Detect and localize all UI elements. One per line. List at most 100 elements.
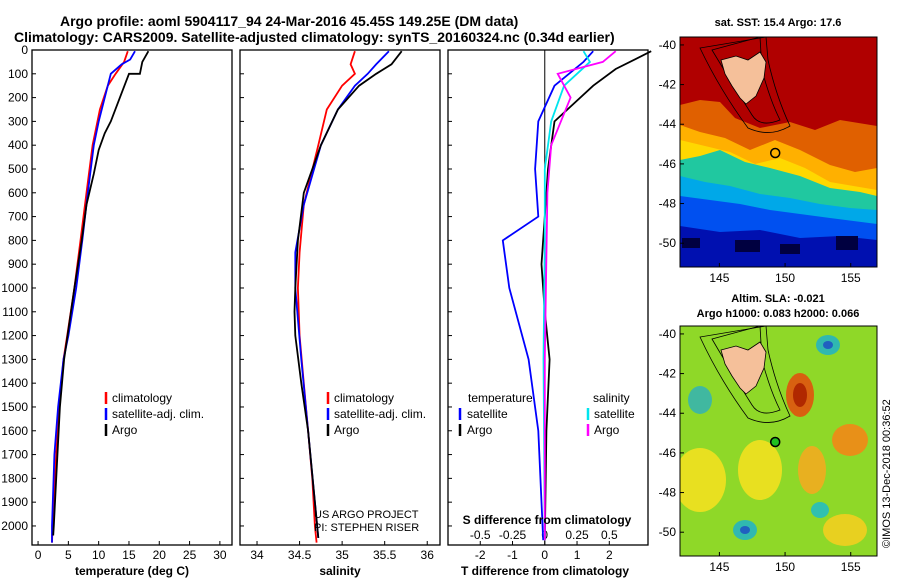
x-tick-label: -1 (507, 548, 518, 562)
legend-label: satellite (594, 407, 635, 421)
temperature-panel-frame (31, 49, 233, 546)
legend-label: Argo (112, 423, 138, 437)
figure-title-line1: Argo profile: aoml 5904117_94 24-Mar-201… (60, 13, 518, 29)
lat-tick-label: -46 (659, 446, 677, 460)
series-line-satellite (501, 50, 594, 541)
credit-project: US ARGO PROJECT (314, 509, 419, 521)
difference-legend: temperature satellite Argo salinity sate… (458, 391, 635, 437)
depth-tick-label: 1500 (1, 400, 28, 414)
sst-map (680, 37, 877, 267)
lon-tick-label: 145 (709, 271, 729, 285)
depth-tick-label: 600 (8, 186, 28, 200)
salinity-x-axis: 34 34.5 35 35.5 36 (250, 541, 434, 562)
depth-tick-label: 1200 (1, 329, 28, 343)
x-tick-label: 25 (183, 548, 197, 562)
legend-title-temperature: temperature (468, 391, 533, 405)
s-tick-label: -0.5 (470, 528, 491, 542)
sst-map-title: sat. SST: 15.4 Argo: 17.6 (715, 17, 842, 29)
x-tick-label: 35 (335, 548, 349, 562)
difference-series (501, 50, 652, 541)
series-line-satellite (51, 50, 136, 543)
x-tick-label: 0 (541, 548, 548, 562)
depth-tick-label: 1800 (1, 471, 28, 485)
series-line-salinity_argo (543, 50, 617, 541)
depth-tick-label: 800 (8, 233, 28, 247)
depth-tick-label: 100 (8, 67, 28, 81)
legend-label: climatology (112, 391, 172, 405)
series-line-argo (52, 50, 150, 536)
lat-tick-label: -42 (659, 78, 677, 92)
lat-tick-label: -42 (659, 367, 677, 381)
difference-panel-frame (447, 49, 649, 546)
depth-tick-label: 300 (8, 114, 28, 128)
depth-tick-label: 700 (8, 210, 28, 224)
sla-map-ticks: -40 -42 -44 -46 -48 -50 145 150 155 (659, 327, 861, 574)
x-tick-label: 36 (421, 548, 435, 562)
legend-label: satellite-adj. clim. (112, 407, 204, 421)
depth-tick-label: 1600 (1, 424, 28, 438)
depth-tick-label: 200 (8, 91, 28, 105)
legend-title-salinity: salinity (593, 391, 630, 405)
lat-tick-label: -50 (659, 525, 677, 539)
legend-label: satellite-adj. clim. (334, 407, 426, 421)
salinity-legend: climatology satellite-adj. clim. Argo (326, 391, 426, 437)
series-line-climatology (51, 50, 129, 543)
s-difference-xlabel: S difference from climatology (463, 513, 632, 527)
legend-label: satellite (467, 407, 508, 421)
legend-label: Argo (594, 423, 620, 437)
lat-tick-label: -40 (659, 38, 677, 52)
lat-tick-label: -50 (659, 236, 677, 250)
series-line-climatology (296, 50, 356, 543)
x-tick-label: 15 (122, 548, 136, 562)
x-tick-label: -2 (475, 548, 486, 562)
depth-tick-label: 2000 (1, 519, 28, 533)
lat-tick-label: -46 (659, 157, 677, 171)
temperature-legend: climatology satellite-adj. clim. Argo (104, 391, 204, 437)
temperature-xlabel: temperature (deg C) (75, 564, 189, 578)
lat-tick-label: -44 (659, 117, 677, 131)
figure-title-line2: Climatology: CARS2009. Satellite-adjuste… (14, 29, 615, 45)
lat-tick-label: -44 (659, 406, 677, 420)
lon-tick-label: 150 (775, 271, 795, 285)
x-tick-label: 30 (213, 548, 227, 562)
lon-tick-label: 155 (841, 271, 861, 285)
salinity-xlabel: salinity (319, 564, 361, 578)
depth-axis: 0 100 200 300 400 500 600 700 800 900 1000 1100 1200… (1, 43, 452, 533)
s-tick-label: 0.5 (601, 528, 618, 542)
salinity-series (293, 50, 403, 543)
sst-map-ticks: -40 -42 -44 -46 -48 -50 145 150 155 (659, 38, 861, 285)
x-tick-label: 34 (250, 548, 264, 562)
lon-tick-label: 155 (841, 560, 861, 574)
sla-map-frame (679, 325, 878, 557)
x-tick-label: 34.5 (288, 548, 312, 562)
lon-tick-label: 145 (709, 560, 729, 574)
x-tick-label: 10 (92, 548, 106, 562)
tasmania-land-shape (720, 51, 767, 105)
depth-tick-label: 1400 (1, 376, 28, 390)
argo-float-marker (769, 436, 781, 448)
t-difference-xlabel: T difference from climatology (461, 564, 629, 578)
lat-tick-label: -40 (659, 327, 677, 341)
series-line-satellite (294, 50, 390, 538)
temperature-x-axis: 0 5 10 15 20 25 30 (35, 541, 227, 562)
x-tick-label: 1 (574, 548, 581, 562)
x-tick-label: 2 (606, 548, 613, 562)
credit-pi: PI: STEPHEN RISER (314, 522, 419, 534)
salinity-panel-frame (239, 49, 441, 546)
depth-tick-label: 1100 (2, 305, 28, 319)
depth-tick-label: 900 (8, 257, 28, 271)
isobath-contour (699, 326, 791, 423)
series-line-salinity_satellite (542, 50, 592, 541)
sla-map-title: Altim. SLA: -0.021 (731, 293, 825, 305)
s-tick-label: 0.25 (565, 528, 589, 542)
x-tick-label: 0 (35, 548, 42, 562)
depth-tick-label: 400 (8, 138, 28, 152)
depth-tick-label: 0 (21, 43, 28, 57)
depth-tick-label: 1900 (1, 495, 28, 509)
x-tick-label: 35.5 (373, 548, 397, 562)
lat-tick-label: -48 (659, 197, 677, 211)
imos-timestamp: ©IMOS 13-Dec-2018 00:36:52 (881, 399, 893, 548)
series-line-argo (540, 50, 652, 541)
x-tick-label: 20 (153, 548, 167, 562)
